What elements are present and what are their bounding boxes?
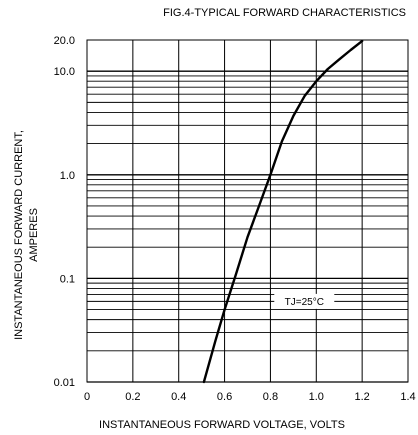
y-tick-label: 10.0 <box>54 66 75 78</box>
x-axis-label: INSTANTANEOUS FORWARD VOLTAGE, VOLTS <box>99 419 345 431</box>
grid <box>86 39 409 383</box>
forward-current-curve <box>202 39 364 384</box>
x-tick-label: 1.4 <box>400 391 415 403</box>
y-tick-labels: 0.01 0.1 1.0 10.0 20.0 <box>54 35 75 389</box>
curve-layer <box>202 39 364 384</box>
x-tick-label: 0.8 <box>263 391 278 403</box>
annotation-background <box>274 293 335 309</box>
y-tick-label: 0.1 <box>60 273 75 285</box>
x-tick-label: 1.0 <box>309 391 324 403</box>
temperature-annotation: TJ=25°C <box>285 297 324 308</box>
annotation-layer: TJ=25°C <box>274 293 335 309</box>
x-tick-label: 0 <box>84 391 90 403</box>
y-axis-label-line1: INSTANTANEOUS FORWARD CURRENT, <box>13 130 25 340</box>
y-tick-label: 20.0 <box>54 35 75 47</box>
x-tick-label: 0.6 <box>217 391 232 403</box>
plot-frame <box>86 39 409 383</box>
x-tick-label: 1.2 <box>354 391 369 403</box>
x-tick-labels: 0 0.2 0.4 0.6 0.8 1.0 1.2 1.4 <box>84 391 416 403</box>
x-tick-label: 0.4 <box>171 391 186 403</box>
x-tick-label: 0.2 <box>125 391 140 403</box>
chart-title: FIG.4-TYPICAL FORWARD CHARACTERISTICS <box>163 7 406 19</box>
y-tick-label: 0.01 <box>54 377 75 389</box>
y-tick-label: 1.0 <box>60 170 75 182</box>
y-axis-label-line2: AMPERES <box>28 208 40 262</box>
